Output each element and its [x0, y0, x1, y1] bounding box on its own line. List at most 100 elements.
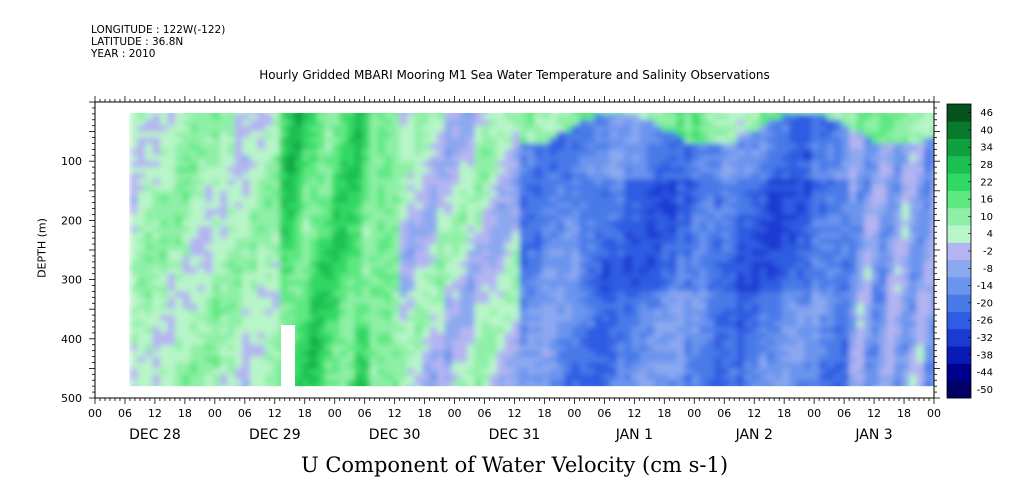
heatmap-cell [392, 214, 401, 222]
heatmap-cell [706, 303, 716, 310]
heatmap-cell [721, 332, 731, 340]
heatmap-cell [189, 131, 199, 139]
heatmap-cell [474, 374, 483, 381]
heatmap-cell [594, 113, 603, 121]
heatmap-cell [392, 332, 401, 340]
heatmap-cell [512, 338, 521, 346]
heatmap-cell [444, 155, 453, 162]
heatmap-cell [691, 291, 701, 299]
heatmap-cell [414, 119, 423, 127]
heatmap-cell [422, 374, 431, 381]
heatmap-cell [287, 102, 295, 109]
heatmap-cell [684, 238, 693, 245]
heatmap-cell [287, 297, 296, 305]
heatmap-cell [482, 327, 491, 334]
heatmap-cell [182, 344, 191, 352]
heatmap-cell [399, 113, 408, 121]
heatmap-cell [796, 155, 805, 162]
heatmap-cell [159, 113, 169, 121]
heatmap-cell [601, 125, 611, 133]
heatmap-cell [242, 220, 251, 228]
heatmap-cell [631, 297, 641, 305]
heatmap-cell [849, 374, 858, 381]
heatmap-cell [564, 161, 573, 168]
heatmap-cell [751, 125, 760, 133]
heatmap-cell [654, 131, 663, 139]
heatmap-cell [774, 131, 783, 139]
heatmap-cell [624, 356, 633, 364]
heatmap-cell [609, 291, 618, 299]
heatmap-cell [699, 113, 708, 121]
heatmap-cell [482, 273, 491, 281]
heatmap-cell [661, 208, 671, 216]
heatmap-cell [759, 261, 768, 269]
heatmap-cell [437, 173, 446, 180]
heatmap-cell [676, 338, 686, 346]
heatmap-cell [676, 362, 686, 370]
heatmap-cell [504, 332, 513, 340]
heatmap-cell [841, 179, 850, 186]
heatmap-cell [212, 119, 221, 127]
heatmap-cell [362, 238, 371, 245]
heatmap-cell [842, 102, 850, 109]
heatmap-cell [519, 119, 528, 127]
heatmap-cell [257, 119, 266, 127]
heatmap-cell [849, 303, 858, 310]
heatmap-cell [699, 220, 708, 228]
heatmap-cell [519, 362, 528, 370]
heatmap-cell [774, 113, 783, 121]
heatmap-cell [377, 137, 386, 145]
heatmap-cell [189, 226, 199, 233]
heatmap-cell [482, 179, 491, 186]
heatmap-cell [586, 267, 596, 275]
heatmap-cell [879, 125, 888, 133]
heatmap-cell [766, 202, 775, 210]
heatmap-cell [601, 362, 611, 370]
heatmap-cell [879, 303, 888, 310]
heatmap-cell [369, 214, 378, 222]
heatmap-cell [601, 190, 611, 198]
heatmap-cell [407, 291, 416, 299]
heatmap-cell [159, 332, 169, 340]
heatmap-cell [459, 344, 468, 352]
heatmap-cell [631, 368, 641, 376]
heatmap-cell [159, 291, 169, 299]
heatmap-cell [714, 161, 723, 168]
heatmap-cell [429, 338, 438, 346]
heatmap-cell [159, 214, 169, 222]
heatmap-cell [571, 291, 581, 299]
heatmap-cell [571, 161, 581, 168]
heatmap-cell [347, 119, 356, 127]
heatmap-cell [467, 125, 476, 133]
heatmap-cell [542, 208, 551, 216]
heatmap-cell [459, 214, 468, 222]
heatmap-cell [646, 149, 656, 157]
heatmap-cell [392, 356, 401, 364]
heatmap-cell [414, 113, 423, 121]
heatmap-cell [609, 261, 618, 269]
heatmap-cell [564, 208, 573, 216]
heatmap-cell [512, 267, 521, 275]
heatmap-cell [691, 309, 701, 316]
heatmap-cell [422, 315, 431, 322]
heatmap-cell [669, 309, 678, 316]
heatmap-cell [504, 113, 513, 121]
heatmap-cell [841, 113, 850, 121]
heatmap-cell [174, 303, 184, 310]
heatmap-cell [362, 208, 371, 216]
heatmap-cell [437, 244, 446, 251]
heatmap-cell [324, 184, 333, 192]
heatmap-cell [414, 315, 423, 322]
heatmap-cell [834, 374, 843, 381]
heatmap-cell [174, 297, 184, 305]
heatmap-cell [452, 327, 461, 334]
heatmap-cell [324, 131, 333, 139]
heatmap-cell [594, 315, 603, 322]
heatmap-cell [204, 202, 214, 210]
heatmap-cell [339, 291, 348, 299]
heatmap-cell [519, 267, 528, 275]
heatmap-cell [249, 321, 259, 328]
heatmap-cell [789, 202, 798, 210]
heatmap-cell [804, 179, 813, 186]
heatmap-cell [841, 238, 850, 245]
